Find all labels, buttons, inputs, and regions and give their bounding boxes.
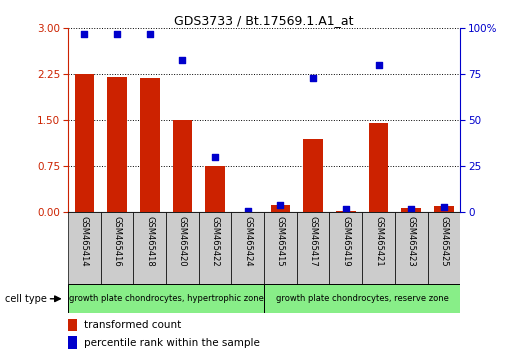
Bar <box>434 206 453 212</box>
Point <box>113 31 121 37</box>
Title: GDS3733 / Bt.17569.1.A1_at: GDS3733 / Bt.17569.1.A1_at <box>174 14 354 27</box>
Bar <box>264 284 460 313</box>
Bar <box>68 212 100 285</box>
Point <box>145 31 154 37</box>
Point <box>407 206 415 212</box>
Bar <box>68 284 264 313</box>
Point <box>374 62 383 68</box>
Point <box>276 202 285 208</box>
Bar <box>68 336 77 349</box>
Bar <box>107 78 127 212</box>
Point <box>244 208 252 213</box>
Text: GSM465414: GSM465414 <box>80 216 89 267</box>
Text: GSM465424: GSM465424 <box>243 216 252 267</box>
Text: growth plate chondrocytes, hypertrophic zone: growth plate chondrocytes, hypertrophic … <box>69 294 264 303</box>
Bar <box>206 166 225 212</box>
Bar <box>264 212 297 285</box>
Bar <box>428 212 460 285</box>
Point <box>178 57 187 62</box>
Bar <box>133 212 166 285</box>
Bar <box>395 212 428 285</box>
Text: GSM465416: GSM465416 <box>112 216 121 267</box>
Text: GSM465417: GSM465417 <box>309 216 317 267</box>
Text: GSM465425: GSM465425 <box>439 216 448 267</box>
Bar <box>68 319 77 331</box>
Text: GSM465418: GSM465418 <box>145 216 154 267</box>
Bar <box>402 208 421 212</box>
Text: growth plate chondrocytes, reserve zone: growth plate chondrocytes, reserve zone <box>276 294 449 303</box>
Bar <box>140 78 160 212</box>
Bar <box>362 212 395 285</box>
Point <box>309 75 317 81</box>
Text: GSM465419: GSM465419 <box>342 216 350 267</box>
Point <box>211 154 219 160</box>
Text: percentile rank within the sample: percentile rank within the sample <box>85 338 260 348</box>
Text: GSM465422: GSM465422 <box>211 216 220 267</box>
Bar <box>74 74 94 212</box>
Bar <box>199 212 231 285</box>
Point <box>342 206 350 212</box>
Bar <box>369 124 388 212</box>
Bar <box>303 139 323 212</box>
Point <box>80 31 88 37</box>
Text: GSM465415: GSM465415 <box>276 216 285 267</box>
Bar <box>173 120 192 212</box>
Text: transformed count: transformed count <box>85 320 181 330</box>
Bar <box>231 212 264 285</box>
Bar <box>166 212 199 285</box>
Text: cell type: cell type <box>5 294 47 304</box>
Bar <box>271 205 290 212</box>
Text: GSM465420: GSM465420 <box>178 216 187 267</box>
Text: GSM465421: GSM465421 <box>374 216 383 267</box>
Bar <box>297 212 329 285</box>
Bar <box>100 212 133 285</box>
Point <box>440 204 448 210</box>
Text: GSM465423: GSM465423 <box>407 216 416 267</box>
Bar <box>336 211 356 212</box>
Bar <box>329 212 362 285</box>
